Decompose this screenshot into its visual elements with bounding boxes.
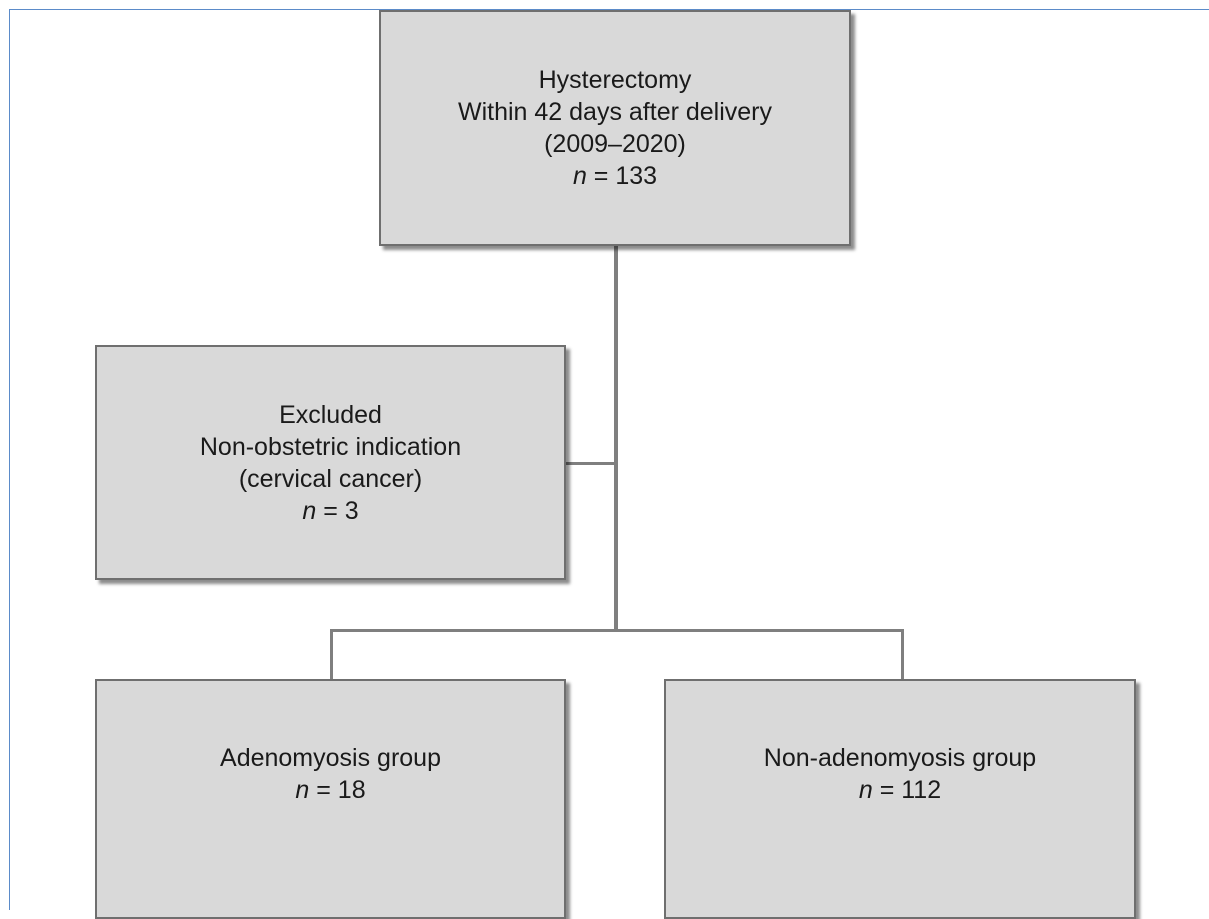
box-top-count: n = 133 — [573, 160, 657, 192]
n-symbol: n — [295, 776, 310, 804]
box-excluded-count: n = 3 — [302, 495, 358, 527]
box-non-adenomyosis-group: Non-adenomyosis group n = 112 — [664, 679, 1136, 919]
box-hysterectomy-total: Hysterectomy Within 42 days after delive… — [379, 10, 851, 246]
n-symbol: n — [302, 496, 317, 525]
box-top-line-1: Hysterectomy — [538, 66, 692, 94]
box-non-adenomyosis-title: Non-adenomyosis group — [763, 744, 1037, 772]
box-excluded-line-2: Non-obstetric indication — [199, 432, 462, 461]
frame-border-top — [9, 9, 1209, 10]
box-non-adenomyosis-count: n = 112 — [859, 774, 941, 806]
box-adenomyosis-group: Adenomyosis group n = 18 — [95, 679, 566, 919]
frame-border-left — [9, 9, 10, 910]
box-excluded-line-1: Excluded — [279, 400, 382, 429]
count-value: = 18 — [309, 776, 366, 804]
box-adenomyosis-count: n = 18 — [295, 774, 365, 806]
count-value: = 133 — [586, 162, 658, 190]
connector-trunk — [614, 246, 618, 632]
n-symbol: n — [858, 776, 873, 804]
connector-excluded-branch — [566, 462, 616, 465]
box-top-line-3: (2009–2020) — [544, 130, 686, 158]
n-symbol: n — [572, 162, 587, 190]
box-adenomyosis-title: Adenomyosis group — [220, 744, 441, 772]
connector-left-drop — [330, 629, 333, 679]
box-excluded-line-3: (cervical cancer) — [238, 464, 423, 493]
connector-right-drop — [901, 629, 904, 679]
box-excluded: Excluded Non-obstetric indication (cervi… — [95, 345, 566, 580]
count-value: = 112 — [872, 776, 942, 804]
count-value: = 3 — [316, 496, 359, 525]
box-top-line-2: Within 42 days after delivery — [457, 98, 773, 126]
connector-split-horizontal — [330, 629, 904, 632]
